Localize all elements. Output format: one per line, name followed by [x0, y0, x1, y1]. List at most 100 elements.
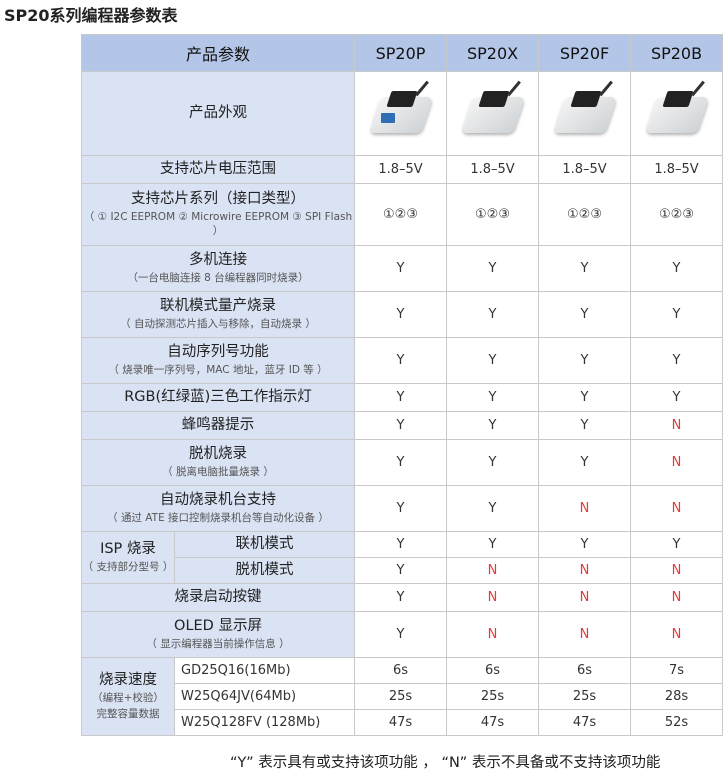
value-cell: 25s — [354, 683, 448, 710]
value-cell: 1.8–5V — [354, 155, 448, 184]
header-model: SP20F — [538, 34, 632, 72]
speed-row: 烧录速度 （编程+校验） 完整容量数据 GD25Q16(16Mb) 6s 6s 6s 7s — [81, 657, 724, 736]
sp20f-programmer-photo — [552, 80, 617, 141]
product-image-cell — [354, 71, 448, 156]
value-cell: ①②③ — [354, 183, 448, 246]
value-cell: ①②③ — [538, 183, 632, 246]
spec-row: OLED 显示屏（ 显示编程器当前操作信息 ） Y N N N — [80, 611, 724, 658]
header-model: SP20B — [630, 34, 724, 72]
feature-cell: 蜂鸣器提示 — [80, 411, 356, 440]
value-cell: Y — [446, 383, 540, 412]
value-cell: N — [630, 439, 724, 486]
isp-mode-label: 脱机模式 — [235, 562, 294, 578]
value-cell: 6s — [446, 657, 540, 684]
speed-row: W25Q128FV (128Mb) 47s 47s 47s 52s — [82, 709, 724, 736]
value-cell: Y — [538, 439, 632, 486]
page-title: SP20系列编程器参数表 — [4, 6, 178, 25]
product-image-cell — [538, 71, 632, 156]
value-cell: N — [446, 583, 540, 612]
value-cell: Y — [446, 291, 540, 338]
feature-cell: 自动序列号功能 （ 烧录唯一序列号，MAC 地址，蓝牙 ID 等 ） — [80, 337, 356, 384]
feature-note: （ 烧录唯一序列号，MAC 地址，蓝牙 ID 等 ） — [108, 364, 328, 376]
product-image-cell — [446, 71, 540, 156]
spec-row: 脱机烧录（ 脱离电脑批量烧录 ） Y Y Y N — [80, 439, 724, 486]
feature-cell: 支持芯片系列（接口类型） （ ① I2C EEPROM ② Microwire E… — [80, 183, 356, 246]
feature-label: 联机模式量产烧录 — [160, 298, 276, 314]
sp20p-programmer-photo — [368, 80, 433, 141]
feature-cell: RGB(红绿蓝)三色工作指示灯 — [80, 383, 356, 412]
feature-cell: 产品外观 — [80, 71, 356, 156]
feature-label: 蜂鸣器提示 — [181, 417, 255, 433]
value-cell: Y — [446, 439, 540, 486]
value-cell: N — [630, 485, 724, 532]
feature-label: 多机连接 — [189, 252, 247, 268]
value-cell: N — [538, 583, 632, 612]
value-cell: Y — [630, 291, 724, 338]
feature-note: （ ① I2C EEPROM ② Microwire EEPROM ③ SPI … — [83, 211, 353, 237]
value-cell: N — [538, 485, 632, 532]
value-cell: Y — [630, 531, 724, 558]
value-cell: N — [630, 411, 724, 440]
value-cell: 6s — [354, 657, 448, 684]
spec-row: 烧录启动按键 Y N N N — [80, 583, 724, 612]
feature-label: 脱机烧录 — [189, 446, 247, 462]
speed-note-2: 完整容量数据 — [96, 708, 160, 720]
isp-mode-cell: 脱机模式 — [173, 557, 356, 584]
value-cell: 1.8–5V — [538, 155, 632, 184]
isp-mode-cell: 联机模式 — [173, 531, 356, 558]
feature-cell: 支持芯片电压范围 — [80, 155, 356, 184]
feature-note: （ 自动探测芯片插入与移除，自动烧录 ） — [120, 318, 316, 330]
value-cell: Y — [446, 245, 540, 292]
chip-cell: GD25Q16(16Mb) — [173, 657, 356, 684]
value-cell: Y — [630, 245, 724, 292]
value-cell: Y — [354, 383, 448, 412]
value-cell: Y — [538, 245, 632, 292]
value-cell: 47s — [538, 709, 632, 736]
header-model: SP20X — [446, 34, 540, 72]
value-cell: N — [630, 583, 724, 612]
feature-cell: 烧录启动按键 — [80, 583, 356, 612]
value-cell: Y — [354, 583, 448, 612]
isp-mode-label: 联机模式 — [235, 536, 294, 552]
spec-row: 自动序列号功能（ 烧录唯一序列号，MAC 地址，蓝牙 ID 等 ） Y Y Y Y — [80, 337, 724, 384]
value-cell: Y — [354, 557, 448, 584]
value-cell: N — [446, 557, 540, 584]
value-cell: Y — [354, 337, 448, 384]
feature-note: （ 脱离电脑批量烧录 ） — [162, 466, 274, 478]
value-cell: Y — [354, 291, 448, 338]
sp20b-programmer-photo — [644, 80, 709, 141]
value-cell: Y — [354, 611, 448, 658]
feature-label: 烧录启动按键 — [174, 589, 262, 605]
feature-label: 自动烧录机台支持 — [160, 492, 276, 508]
value-cell: Y — [538, 337, 632, 384]
isp-label: ISP 烧录 — [100, 541, 156, 557]
feature-note: （ 显示编程器当前操作信息 ） — [146, 638, 290, 650]
feature-label: RGB(红绿蓝)三色工作指示灯 — [124, 389, 312, 405]
feature-label: OLED 显示屏 — [174, 618, 262, 634]
value-cell: 6s — [538, 657, 632, 684]
isp-row: 脱机模式 Y N N N — [82, 557, 724, 584]
isp-note: （ 支持部分型号 ） — [82, 561, 174, 573]
value-cell: 25s — [446, 683, 540, 710]
value-cell: Y — [354, 411, 448, 440]
feature-note: （ 通过 ATE 接口控制烧录机台等自动化设备 ） — [107, 512, 329, 524]
value-cell: Y — [446, 485, 540, 532]
header-model: SP20P — [354, 34, 448, 72]
value-cell: Y — [538, 531, 632, 558]
isp-cell: ISP 烧录 （ 支持部分型号 ） — [81, 531, 175, 584]
chip-cell: W25Q64JV(64Mb) — [173, 683, 356, 710]
feature-cell: OLED 显示屏 （ 显示编程器当前操作信息 ） — [80, 611, 356, 658]
value-cell: N — [538, 611, 632, 658]
value-cell: ①②③ — [446, 183, 540, 246]
value-cell: Y — [630, 337, 724, 384]
value-cell: Y — [354, 439, 448, 486]
spec-row: RGB(红绿蓝)三色工作指示灯 Y Y Y Y — [80, 383, 724, 412]
spec-row: 支持芯片系列（接口类型） （ ① I2C EEPROM ② Microwire E… — [80, 183, 724, 246]
value-cell: N — [630, 557, 724, 584]
feature-cell: 多机连接 （一台电脑连接 8 台编程器同时烧录） — [80, 245, 356, 292]
feature-cell: 脱机烧录 （ 脱离电脑批量烧录 ） — [80, 439, 356, 486]
speed-row: W25Q64JV(64Mb) 25s 25s 25s 28s — [82, 683, 724, 710]
isp-row: ISP 烧录（ 支持部分型号 ）联机模式 Y Y Y Y — [81, 531, 724, 584]
value-cell: N — [446, 611, 540, 658]
feature-label: 支持芯片系列（接口类型） — [131, 191, 305, 207]
